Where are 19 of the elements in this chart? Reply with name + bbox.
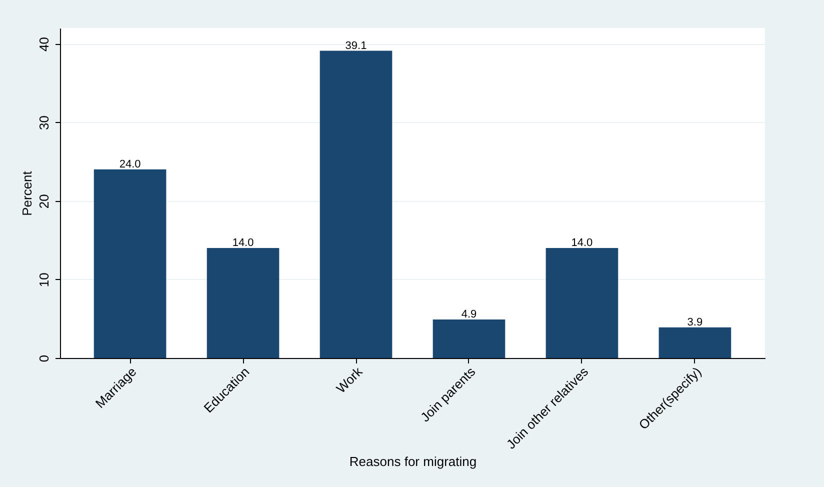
y-tick-label: 20 xyxy=(36,194,52,209)
bar xyxy=(320,50,392,358)
y-tick-label: 40 xyxy=(36,36,52,52)
data-label: 14.0 xyxy=(232,237,254,249)
data-label: 3.9 xyxy=(687,316,703,328)
x-axis-title: Reasons for migrating xyxy=(349,454,477,469)
bar xyxy=(546,248,618,358)
y-tick-label: 10 xyxy=(36,272,52,288)
bar xyxy=(658,327,732,358)
bar xyxy=(206,248,280,358)
y-axis-title: Percent xyxy=(20,170,34,216)
bar xyxy=(94,169,166,358)
data-label: 24.0 xyxy=(119,158,141,170)
data-label: 14.0 xyxy=(571,237,593,249)
data-label: 39.1 xyxy=(345,40,367,52)
bar xyxy=(432,320,506,358)
data-label: 4.9 xyxy=(461,308,477,320)
y-tick-label: 30 xyxy=(36,116,52,130)
y-tick-label: 0 xyxy=(36,354,52,362)
